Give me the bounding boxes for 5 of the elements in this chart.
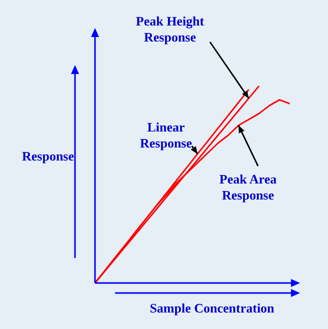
y-axis-title: Response [22, 148, 74, 164]
x-axis-title: Sample Concentration [150, 300, 276, 316]
text: Peak Height Response [136, 13, 205, 44]
series-label: Peak Area Response [219, 171, 278, 202]
series-label: Linear Response [140, 119, 192, 150]
